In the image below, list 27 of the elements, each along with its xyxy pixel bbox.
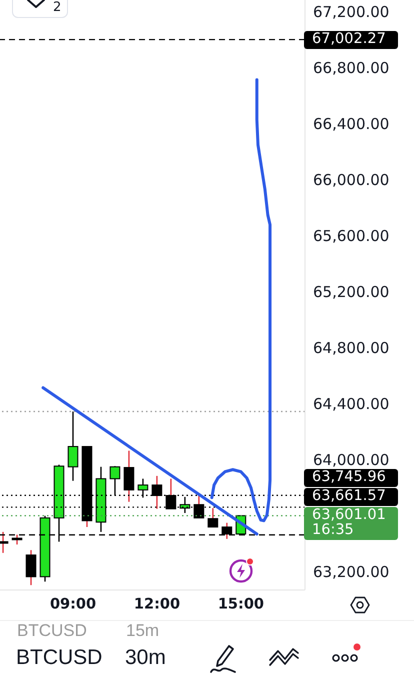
x-tick-label: 09:00 — [50, 596, 96, 612]
candlestick — [208, 507, 218, 528]
text: BTCUSD — [17, 621, 87, 640]
text: BTCUSD — [16, 646, 102, 670]
ref-line-label: 63,601.01 16:35 — [312, 507, 387, 538]
ref-line-label: 63,745.96 — [312, 469, 387, 486]
x-tick-label: 12:00 — [134, 596, 180, 612]
y-tick-label: 65,600.00 — [313, 227, 390, 246]
y-tick-label: 66,800.00 — [313, 59, 390, 78]
y-tick-label: 63,200.00 — [313, 563, 390, 582]
y-tick-label: 66,000.00 — [313, 171, 390, 190]
line-series — [210, 78, 272, 522]
y-tick-label: 67,200.00 — [313, 3, 390, 22]
candlestick — [68, 410, 78, 482]
ref-line-label: 63,661.57 — [312, 488, 387, 504]
text: 30m — [125, 646, 166, 670]
y-tick-label: 64,000.00 — [313, 451, 390, 470]
text: 15m — [126, 621, 160, 640]
toggle-button: 2 — [12, 0, 68, 18]
annotation: 2 — [53, 0, 62, 15]
ref-line-label: 67,002.27 — [312, 31, 387, 48]
y-tick-label: 64,800.00 — [313, 339, 390, 358]
y-tick-label: 66,400.00 — [313, 115, 390, 134]
candlestick — [26, 549, 36, 586]
x-tick-label: 15:00 — [218, 596, 264, 612]
y-tick-label: 65,200.00 — [313, 283, 390, 302]
y-tick-label: 64,400.00 — [313, 395, 390, 414]
